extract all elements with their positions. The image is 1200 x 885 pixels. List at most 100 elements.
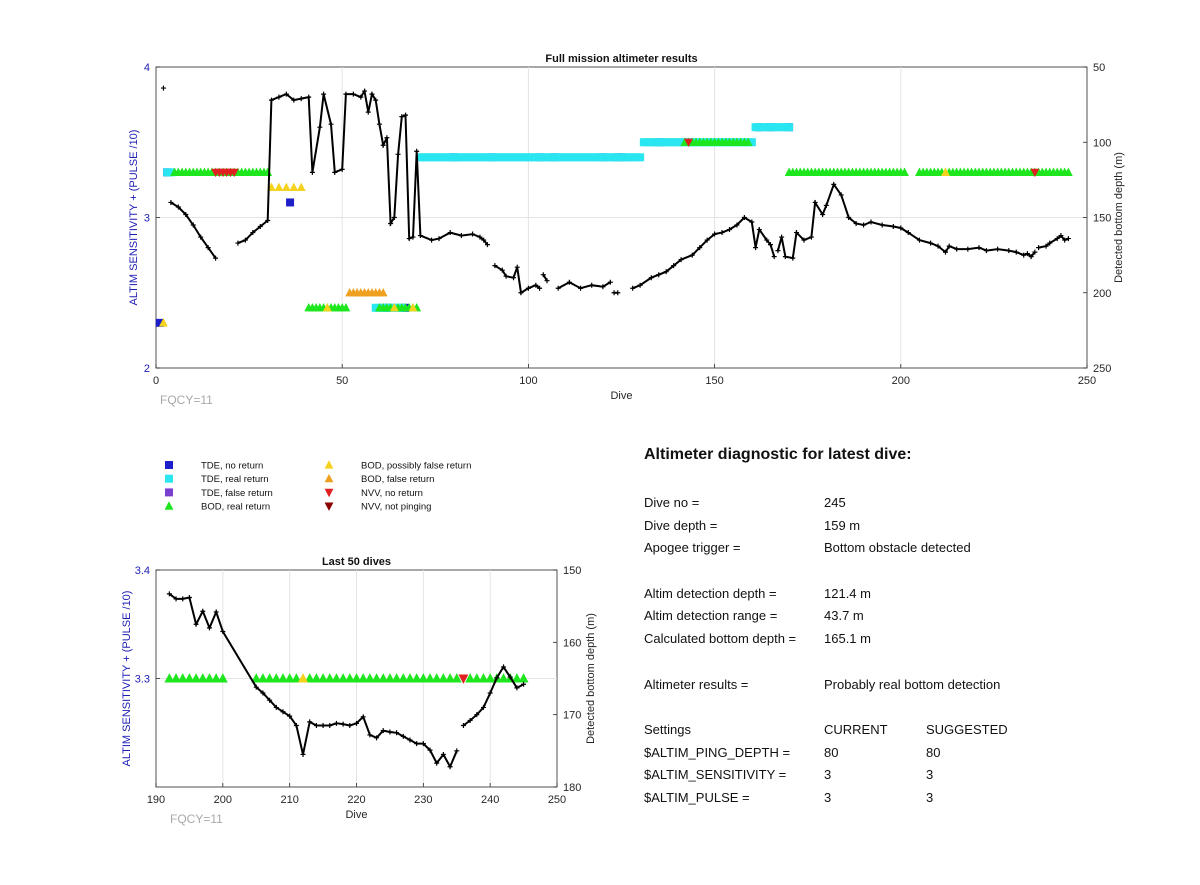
diag-row-results: Altimeter results = Probably real bottom … [644, 674, 1164, 697]
legend-label: BOD, possibly false return [361, 461, 471, 472]
bottom-depth-point [242, 237, 248, 243]
bottom-depth-point [369, 91, 375, 97]
bod-real-return-marker [900, 167, 909, 176]
dive-no-value: 245 [824, 495, 846, 510]
bottom-depth-point [399, 114, 405, 120]
bottom-depth-point [200, 608, 206, 614]
bod-real-return-marker [384, 673, 395, 683]
legend-marker-bod-real-return [164, 501, 174, 510]
legend-marker-bod-false-return [324, 473, 334, 483]
bod-real-return-marker [311, 673, 322, 683]
bottom-depth-point [360, 714, 366, 720]
dive-no-label: Dive no = [644, 495, 700, 510]
x-tick-label: 250 [1078, 375, 1096, 387]
bottom-depth-point [689, 252, 695, 258]
bod-real-return-marker [338, 673, 349, 683]
legend: TDE, no return TDE, real return TDE, false… [164, 460, 471, 513]
bottom-depth-point [420, 741, 426, 747]
bottom-depth-point [533, 282, 539, 288]
bod-real-return-marker [371, 673, 382, 683]
bottom-depth-point [403, 112, 409, 118]
bottom-depth-point [879, 222, 885, 228]
bottom-depth-point [1024, 251, 1030, 257]
bod-real-return-marker [405, 673, 415, 683]
bottom-depth-point [320, 723, 326, 729]
bottom-depth-point [410, 234, 416, 240]
bottom-depth-point [511, 275, 517, 281]
bottom-depth-point [494, 675, 500, 681]
bottom-depth-point [514, 685, 520, 691]
bottom-depth-point [327, 723, 333, 729]
bod-real-return-marker [378, 673, 389, 683]
bottom-depth-line [557, 281, 611, 290]
y-right-tick-label: 180 [563, 782, 581, 794]
bod-real-return-marker [217, 673, 228, 683]
legend-marker-tde-no-return [165, 461, 173, 469]
bottom-depth-point [376, 121, 382, 127]
bottom-depth-point [566, 279, 572, 285]
bottom-depth-point [846, 215, 852, 220]
bod-real-return-marker [398, 673, 409, 683]
bottom-depth-point [775, 248, 781, 254]
chart-title: Last 50 dives [322, 556, 391, 568]
bod-real-return-marker [743, 137, 753, 146]
y-left-axis-label: ALTIM SENSITIVITY + (PULSE /10) [128, 130, 140, 306]
bottom-depth-point [470, 231, 476, 237]
altim-detection-depth-label: Altim detection depth = [644, 585, 777, 601]
diag-row-altim-range: Altim detection range = 43.7 m [644, 605, 1164, 628]
y-left-tick-label: 4 [144, 62, 150, 74]
altim-detection-range-value: 43.7 m [824, 608, 864, 624]
bottom-depth-point [257, 224, 263, 230]
apogee-value: Bottom obstacle detected [824, 540, 971, 556]
full-mission-chart: 0 50 100 150 200 250 2 3 4 50 100 150 200 250 Full mis… [128, 53, 1125, 407]
bod-real-return-marker [358, 673, 369, 683]
bottom-depth-point [317, 124, 323, 130]
bod-possibly-false-marker [408, 303, 418, 312]
y-left-axis-label: ALTIM SENSITIVITY + (PULSE /10) [121, 591, 133, 767]
x-tick-label: 150 [705, 375, 723, 387]
bottom-depth-point [260, 690, 266, 696]
tde-real-return-marker [785, 123, 794, 132]
diag-row-calc-bottom: Calculated bottom depth = 165.1 m [644, 628, 1164, 651]
bottom-depth-point [429, 237, 435, 243]
bottom-depth-point [477, 234, 483, 240]
bottom-depth-point [350, 91, 356, 97]
bod-real-return-marker [284, 673, 295, 683]
bottom-depth-point [434, 760, 440, 766]
sensitivity-label: $ALTIM_SENSITIVITY = [644, 767, 787, 783]
bottom-depth-point [767, 242, 773, 248]
bottom-depth-point [741, 215, 747, 220]
bottom-depth-point [808, 234, 814, 240]
bottom-depth-point [946, 243, 952, 249]
bod-real-return-marker [191, 673, 202, 683]
x-tick-label: 210 [280, 794, 298, 806]
bod-real-return-marker [204, 673, 215, 683]
calculated-bottom-depth-label: Calculated bottom depth = [644, 631, 797, 647]
bottom-depth-point [607, 279, 613, 285]
nvv-no-return-marker [684, 138, 693, 148]
bottom-depth-point [1054, 236, 1060, 242]
bottom-depth-point [916, 237, 922, 243]
ping-depth-label: $ALTIM_PING_DEPTH = [644, 744, 791, 760]
bottom-depth-point [503, 273, 509, 279]
diag-row-altim-depth: Altim detection depth = 121.4 m [644, 583, 1164, 606]
diag-row-dive-no: Dive no = 245 [644, 492, 1164, 515]
bottom-depth-point [499, 267, 505, 273]
sensitivity-current: 3 [824, 767, 832, 783]
bottom-depth-point [400, 733, 406, 739]
bottom-depth-point [719, 230, 725, 236]
dive-depth-label: Dive depth = [644, 517, 718, 533]
y-left-tick-label: 3.3 [135, 674, 150, 686]
bod-real-return-marker [465, 673, 476, 683]
bod-real-return-marker [271, 673, 282, 683]
y-right-tick-label: 100 [1093, 137, 1111, 149]
diag-row-ping-depth: $ALTIM_PING_DEPTH = 80 80 [644, 742, 1164, 765]
bottom-depth-point [782, 254, 788, 260]
bottom-depth-point [734, 222, 740, 228]
bottom-depth-point [928, 240, 934, 246]
bottom-depth-point [168, 199, 174, 205]
bottom-depth-point [394, 730, 400, 736]
pulse-current: 3 [824, 789, 832, 805]
bottom-depth-point [544, 278, 550, 284]
bod-real-return-marker [331, 673, 342, 683]
